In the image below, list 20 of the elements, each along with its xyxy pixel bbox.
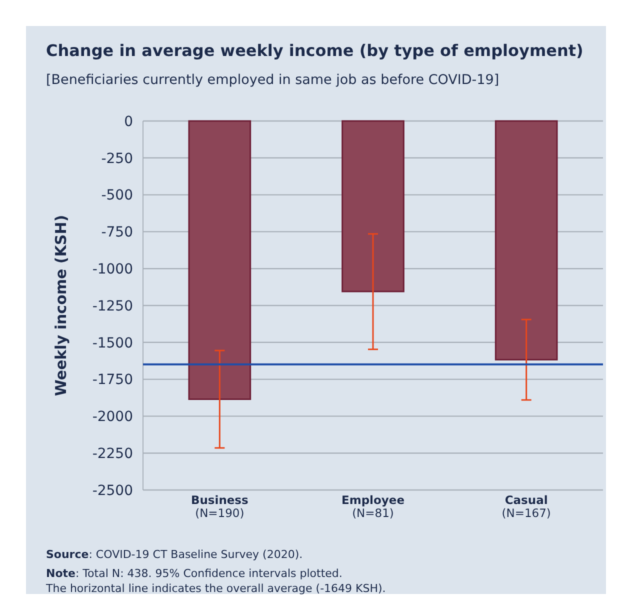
y-tick-label: -750: [101, 224, 133, 241]
x-tick-label: Employee (N=81): [341, 493, 405, 520]
chart-title: Change in average weekly income (by type of employment): [46, 41, 584, 60]
text: Note: Total N: 438. 95% Confidence intervals plotted.: [46, 567, 342, 580]
x-tick-label: Business (N=190): [190, 493, 249, 520]
x-tick-label: Casual (N=167): [502, 493, 551, 520]
y-tick-label: -1000: [92, 262, 133, 278]
y-tick-label: -500: [101, 188, 133, 204]
chart-subtitle: [Beneficiaries currently employed in same job as before COVID-19]: [46, 72, 500, 88]
y-tick-label: -2000: [92, 409, 133, 426]
y-tick-label: -1750: [92, 372, 133, 388]
source-note: Source: COVID-19 CT Baseline Survey (2020).: [46, 548, 303, 561]
y-tick-label: -250: [101, 150, 133, 167]
y-tick-label: -2500: [92, 482, 133, 499]
y-tick-label: -2250: [92, 446, 133, 462]
y-axis-title: Weekly income (KSH): [52, 214, 70, 396]
y-tick-label: -1500: [92, 335, 133, 352]
text: The horizontal line indicates the overall average (-1649 KSH).: [45, 582, 386, 595]
y-tick-label: -1250: [92, 298, 133, 314]
y-tick-label: 0: [124, 114, 133, 130]
